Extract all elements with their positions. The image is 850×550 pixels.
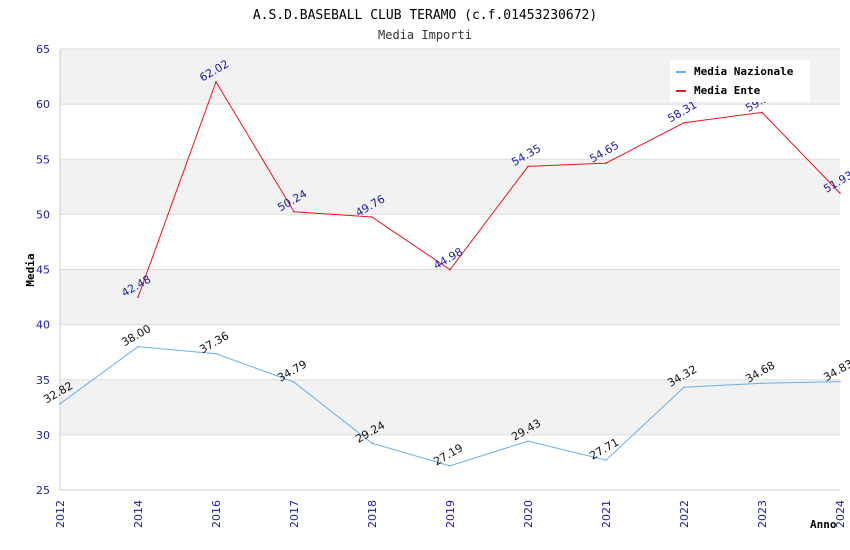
data-point (605, 162, 607, 164)
y-tick-label: 45 (36, 264, 50, 277)
x-tick-label: 2019 (444, 500, 457, 528)
data-point (527, 440, 529, 442)
x-tick-label: 2021 (600, 500, 613, 528)
x-tick-label: 2022 (678, 500, 691, 528)
x-tick-labels: 2012 2014 2016 2017 2018 2019 2020 2021 2022 2023… (54, 500, 847, 528)
data-point (839, 192, 841, 194)
x-tick-label: 2012 (54, 500, 67, 528)
data-label: 37.36 (197, 329, 231, 356)
axes (59, 49, 840, 491)
legend-box (670, 60, 810, 102)
data-label: 27.71 (587, 436, 621, 463)
y-tick-label: 25 (36, 484, 50, 497)
data-label: 27.19 (431, 441, 465, 468)
grid-band (60, 159, 840, 215)
x-axis-label: Anno (810, 518, 837, 531)
x-tick-label: 2024 (834, 500, 847, 528)
series-line (137, 80, 841, 298)
data-point (683, 121, 685, 124)
x-tick-label: 2018 (366, 500, 379, 528)
data-point (683, 386, 685, 389)
data-point (605, 459, 607, 461)
y-tick-label: 60 (36, 98, 50, 111)
y-tick-label: 40 (36, 319, 50, 332)
data-point (371, 442, 373, 445)
chart-subtitle: Media Importi (378, 28, 472, 42)
legend-label-ente: Media Ente (694, 84, 761, 97)
data-point (293, 381, 295, 383)
data-point (371, 216, 373, 218)
x-tick-label: 2023 (756, 500, 769, 528)
data-point (293, 210, 295, 213)
data-label: 38.00 (119, 322, 153, 349)
x-tick-label: 2016 (210, 500, 223, 528)
grid-band (60, 379, 840, 435)
data-point (137, 296, 139, 299)
data-point (839, 380, 841, 383)
y-axis-label: Media (24, 253, 37, 286)
y-tick-label: 65 (36, 43, 50, 56)
data-point (449, 268, 451, 271)
x-tick-label: 2020 (522, 500, 535, 528)
data-point (215, 81, 217, 83)
data-point (59, 402, 61, 405)
data-point (761, 382, 763, 385)
data-point (761, 111, 763, 114)
y-tick-label: 35 (36, 374, 50, 387)
data-point (215, 352, 217, 355)
chart-title: A.S.D.BASEBALL CLUB TERAMO (c.f.01453230… (253, 8, 597, 23)
y-tick-label: 55 (36, 153, 50, 166)
x-tick-label: 2014 (132, 500, 145, 528)
data-point (449, 465, 451, 467)
data-point (527, 165, 529, 168)
grid-band (60, 269, 840, 325)
grid-bands (60, 49, 840, 435)
legend: Media Nazionale Media Ente (670, 60, 810, 102)
legend-label-nazionale: Media Nazionale (694, 65, 794, 78)
y-tick-labels: 25 30 35 40 45 50 55 60 65 (36, 43, 50, 497)
data-point (137, 345, 139, 348)
y-tick-label: 30 (36, 429, 50, 442)
x-tick-label: 2017 (288, 500, 301, 528)
y-tick-label: 50 (36, 208, 50, 221)
